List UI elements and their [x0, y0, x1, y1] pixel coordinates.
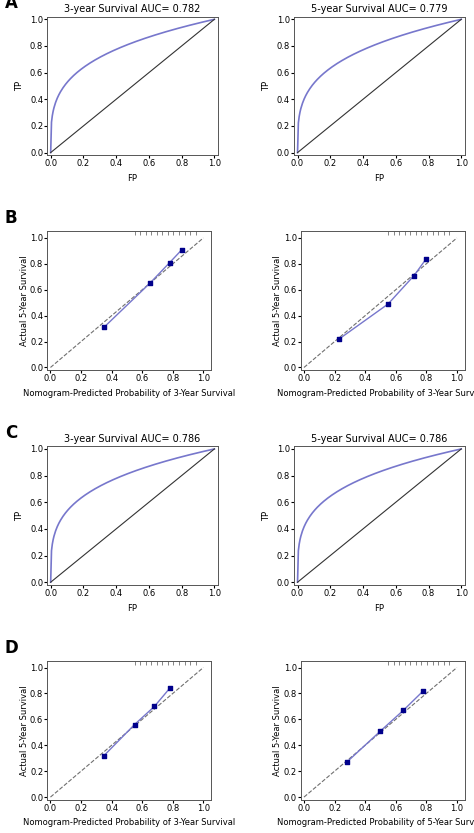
Point — [178, 243, 186, 257]
Y-axis label: TP: TP — [16, 81, 25, 91]
Y-axis label: Actual 5-Year Survival: Actual 5-Year Survival — [19, 685, 28, 776]
Text: C: C — [5, 424, 17, 442]
Text: A: A — [5, 0, 18, 12]
Point — [419, 684, 427, 697]
Title: 5-year Survival AUC= 0.779: 5-year Survival AUC= 0.779 — [311, 4, 447, 14]
X-axis label: Nomogram-Predicted Probability of 3-Year Survival: Nomogram-Predicted Probability of 3-Year… — [23, 818, 235, 827]
Point — [131, 718, 138, 731]
Title: 5-year Survival AUC= 0.786: 5-year Survival AUC= 0.786 — [311, 434, 447, 444]
Point — [166, 256, 173, 269]
Y-axis label: Actual 5-Year Survival: Actual 5-Year Survival — [273, 256, 282, 346]
Point — [410, 269, 418, 282]
Point — [336, 332, 343, 346]
X-axis label: Nomogram-Predicted Probability of 3-Year Survival: Nomogram-Predicted Probability of 3-Year… — [277, 389, 474, 398]
Point — [377, 725, 384, 738]
Text: B: B — [5, 209, 18, 227]
Point — [100, 749, 108, 762]
X-axis label: FP: FP — [128, 174, 137, 183]
Y-axis label: Actual 5-Year Survival: Actual 5-Year Survival — [19, 256, 28, 346]
X-axis label: Nomogram-Predicted Probability of 5-Year Survival: Nomogram-Predicted Probability of 5-Year… — [277, 818, 474, 827]
Point — [384, 297, 392, 311]
Point — [400, 704, 407, 717]
Text: D: D — [0, 832, 1, 833]
Y-axis label: TP: TP — [16, 511, 25, 521]
Title: 3-year Survival AUC= 0.786: 3-year Survival AUC= 0.786 — [64, 434, 201, 444]
Point — [166, 681, 173, 695]
X-axis label: FP: FP — [374, 174, 384, 183]
Y-axis label: TP: TP — [262, 511, 271, 521]
Y-axis label: TP: TP — [262, 81, 271, 91]
Point — [422, 252, 430, 266]
Text: A: A — [0, 832, 1, 833]
X-axis label: FP: FP — [374, 604, 384, 612]
Point — [343, 756, 351, 769]
X-axis label: FP: FP — [128, 604, 137, 612]
Text: D: D — [5, 639, 18, 657]
X-axis label: Nomogram-Predicted Probability of 3-Year Survival: Nomogram-Predicted Probability of 3-Year… — [23, 389, 235, 398]
Text: C: C — [0, 832, 1, 833]
Text: B: B — [0, 832, 1, 833]
Y-axis label: Actual 5-Year Survival: Actual 5-Year Survival — [273, 685, 282, 776]
Point — [100, 321, 108, 334]
Point — [151, 700, 158, 713]
Title: 3-year Survival AUC= 0.782: 3-year Survival AUC= 0.782 — [64, 4, 201, 14]
Point — [146, 277, 154, 290]
